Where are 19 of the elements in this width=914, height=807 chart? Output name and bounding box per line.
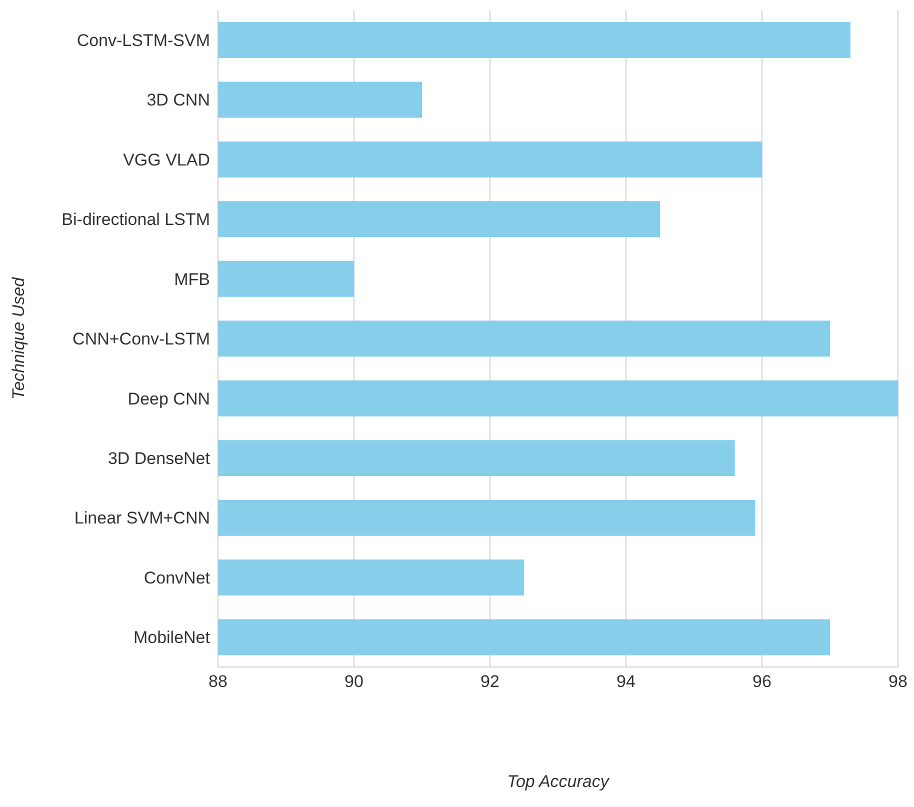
y-tick-label: CNN+Conv-LSTM: [72, 330, 210, 349]
x-tick-label: 96: [752, 672, 772, 692]
y-tick-label: MobileNet: [133, 628, 210, 648]
x-tick-label: 90: [344, 672, 364, 692]
x-tick-label: 94: [616, 672, 636, 692]
x-tick-label: 98: [888, 672, 908, 692]
y-tick-label: Linear SVM+CNN: [74, 508, 210, 528]
y-tick-label: Bi-directional LSTM: [62, 210, 210, 230]
y-tick-label: 3D CNN: [146, 90, 210, 110]
y-tick-label: Deep CNN: [128, 389, 210, 408]
x-tick-label: 88: [208, 672, 228, 692]
x-tick-label: 92: [480, 672, 500, 692]
y-tick-label: Conv-LSTM-SVM: [76, 30, 210, 50]
y-tick-label: VGG VLAD: [123, 150, 210, 170]
y-tick-label: 3D DenseNet: [108, 448, 210, 468]
y-tick-label: MFB: [174, 270, 210, 289]
y-tick-label: ConvNet: [144, 568, 210, 588]
y-axis-title: Technique Used: [9, 276, 28, 400]
x-axis-title: Top Accuracy: [507, 772, 610, 791]
